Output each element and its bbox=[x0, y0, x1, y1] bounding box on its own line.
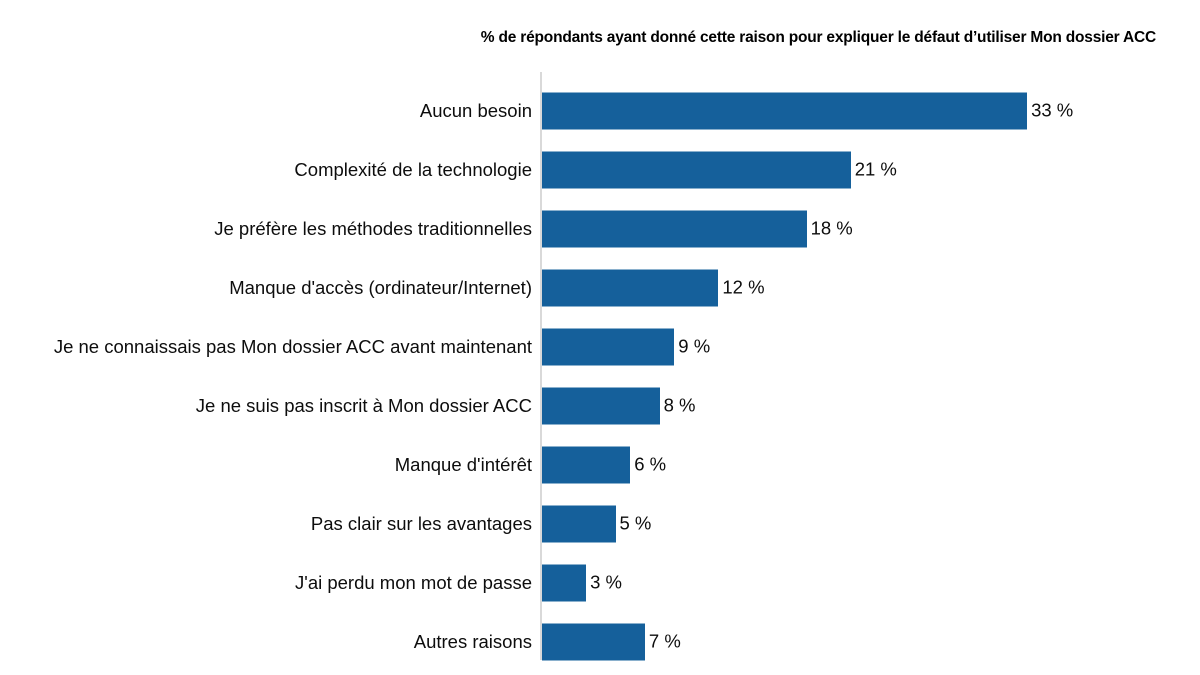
bar-value-label: 21 % bbox=[854, 158, 897, 180]
bar-value-label: 33 % bbox=[1031, 99, 1074, 121]
category-label: Pas clair sur les avantages bbox=[310, 512, 532, 534]
bar-row: Aucun besoin 33 % bbox=[0, 81, 1200, 140]
bar-track: 33 % bbox=[542, 92, 1073, 129]
category-axis-line bbox=[540, 72, 542, 660]
bar-row: Complexité de la technologie 21 % bbox=[0, 140, 1200, 199]
bar-track: 9 % bbox=[542, 328, 710, 365]
bar-track: 21 % bbox=[542, 151, 897, 188]
bar-row: J'ai perdu mon mot de passe 3 % bbox=[0, 553, 1200, 612]
bar[interactable] bbox=[542, 151, 851, 188]
bar[interactable] bbox=[542, 446, 631, 483]
bar[interactable] bbox=[542, 505, 616, 542]
category-label: Je ne suis pas inscrit à Mon dossier ACC bbox=[195, 394, 532, 416]
bar-row: Je ne connaissais pas Mon dossier ACC av… bbox=[0, 317, 1200, 376]
bar-row: Je préfère les méthodes traditionnelles 1… bbox=[0, 199, 1200, 258]
bar-value-label: 9 % bbox=[678, 335, 711, 357]
category-label: Je ne connaissais pas Mon dossier ACC av… bbox=[53, 335, 532, 357]
bar-value-label: 12 % bbox=[722, 276, 765, 298]
bar-row: Pas clair sur les avantages 5 % bbox=[0, 494, 1200, 553]
plot-area: Aucun besoin 33 % Complexité de la technol… bbox=[0, 72, 1200, 664]
category-label: Autres raisons bbox=[413, 630, 532, 652]
bar-track: 5 % bbox=[542, 505, 651, 542]
bar[interactable] bbox=[542, 92, 1028, 129]
bar-value-label: 8 % bbox=[663, 394, 696, 416]
category-label: Complexité de la technologie bbox=[294, 158, 532, 180]
bar-track: 8 % bbox=[542, 387, 695, 424]
bar-row: Manque d'intérêt 6 % bbox=[0, 435, 1200, 494]
bar-row: Je ne suis pas inscrit à Mon dossier ACC… bbox=[0, 376, 1200, 435]
bar-value-label: 5 % bbox=[619, 512, 652, 534]
bar-value-label: 3 % bbox=[590, 571, 622, 593]
category-label: J'ai perdu mon mot de passe bbox=[295, 571, 532, 593]
category-label: Je préfère les méthodes traditionnelles bbox=[214, 217, 532, 239]
category-label: Manque d'accès (ordinateur/Internet) bbox=[229, 276, 532, 298]
bar-track: 18 % bbox=[542, 210, 853, 247]
bar-track: 12 % bbox=[542, 269, 765, 306]
bar-track: 6 % bbox=[542, 446, 666, 483]
bar[interactable] bbox=[542, 269, 719, 306]
bar-row: Manque d'accès (ordinateur/Internet) 12 % bbox=[0, 258, 1200, 317]
bar-value-label: 18 % bbox=[810, 217, 853, 239]
bar[interactable] bbox=[542, 564, 587, 601]
bar[interactable] bbox=[542, 328, 675, 365]
category-label: Manque d'intérêt bbox=[394, 453, 532, 475]
bar[interactable] bbox=[542, 210, 807, 247]
bar-track: 7 % bbox=[542, 623, 681, 660]
bar-row: Autres raisons 7 % bbox=[0, 612, 1200, 671]
bar-value-label: 7 % bbox=[648, 630, 681, 652]
bar-track: 3 % bbox=[542, 564, 622, 601]
chart-title: % de répondants ayant donné cette raison… bbox=[480, 29, 1156, 46]
bar[interactable] bbox=[542, 387, 660, 424]
bar-value-label: 6 % bbox=[634, 453, 667, 475]
bar[interactable] bbox=[542, 623, 645, 660]
category-label: Aucun besoin bbox=[419, 99, 532, 121]
